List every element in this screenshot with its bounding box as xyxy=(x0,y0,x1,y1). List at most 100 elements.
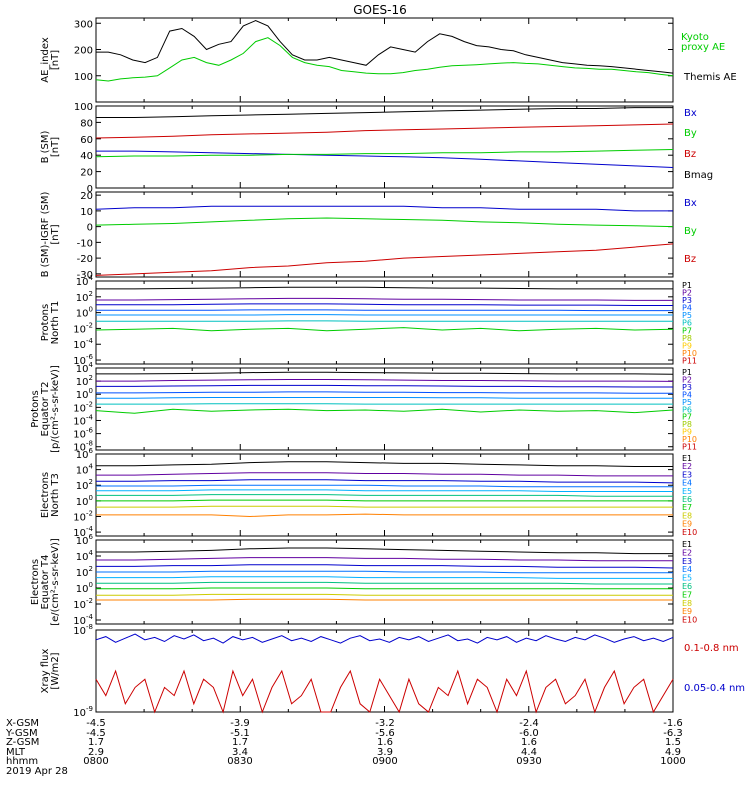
y-tick-label: 80 xyxy=(80,118,93,129)
channel-legend-label: E1 xyxy=(682,540,692,549)
y-axis-label: Protons xyxy=(40,304,51,341)
series-line-p1 xyxy=(96,371,674,375)
channel-legend-label: E8 xyxy=(682,599,692,608)
y-axis-label: [p/(cm²-s-sr-keV)] xyxy=(50,365,61,453)
channel-legend-label: P7 xyxy=(682,326,692,335)
y-tick-label: -10 xyxy=(77,238,93,249)
channel-legend-label: E10 xyxy=(682,528,697,537)
info-row-value: 2.9 xyxy=(88,746,104,758)
y-tick-label: 104 xyxy=(76,361,94,375)
info-row-value: 1.5 xyxy=(665,737,681,749)
y-axis-label: AE_index xyxy=(40,37,51,83)
info-row-value: 1000 xyxy=(660,756,686,768)
channel-legend-label: E3 xyxy=(682,557,692,566)
info-row-value: 0800 xyxy=(83,756,109,768)
y-axis-label: Equator T2 xyxy=(40,382,51,437)
channel-legend-label: P4 xyxy=(682,304,692,313)
series-legend-label: Bz xyxy=(684,149,696,160)
series-line-p4 xyxy=(96,391,673,394)
channel-legend-label: E2 xyxy=(682,548,692,557)
channel-legend-label: E3 xyxy=(682,470,692,479)
info-row-value: 1.6 xyxy=(377,737,393,749)
series-line-e8 xyxy=(96,593,673,596)
y-axis-label: North T1 xyxy=(50,301,61,345)
y-tick-label: 0 xyxy=(87,223,93,234)
series-line-e5 xyxy=(96,576,673,579)
channel-legend-label: E6 xyxy=(682,582,692,591)
channel-legend-label: E9 xyxy=(682,607,692,616)
series-line-e8 xyxy=(96,505,673,508)
y-tick-label: 0 xyxy=(87,184,93,195)
channel-legend-label: P1 xyxy=(682,368,692,377)
channel-legend-label: P1 xyxy=(682,281,692,290)
channel-legend-label: E1 xyxy=(682,454,692,463)
info-row: MLT 2.9 3.4 3.9 4.4 4.9 xyxy=(6,746,746,758)
series-line-themis-ae xyxy=(96,20,674,74)
series-line-p3 xyxy=(96,384,673,388)
date-label: 2019 Apr 28 xyxy=(6,765,68,777)
channel-legend-label: P5 xyxy=(682,398,692,407)
info-row: X-GSM -4.5 -3.9 -3.2 -2.4 -1.6 xyxy=(6,719,746,729)
y-tick-label: 106 xyxy=(76,533,94,547)
info-row-value: -6.3 xyxy=(663,727,683,739)
series-line-e7 xyxy=(96,587,673,590)
info-row-value: 4.9 xyxy=(665,746,681,758)
info-row-value: 3.9 xyxy=(377,746,393,758)
y-axis-label: Xray flux xyxy=(40,649,51,694)
series-line-p2 xyxy=(96,379,674,382)
series-line-e1 xyxy=(96,547,673,555)
channel-legend-label: P3 xyxy=(682,383,692,392)
info-row: hhmm 0800 0830 0900 0930 1000 xyxy=(6,757,746,767)
channel-legend-label: P7 xyxy=(682,413,692,422)
series-line-e9 xyxy=(96,513,673,518)
info-row-label: hhmm xyxy=(6,756,39,768)
y-tick-label: 10-4 xyxy=(73,413,93,427)
channel-legend-label: P11 xyxy=(682,356,697,365)
info-row-label: Z-GSM xyxy=(6,737,40,749)
y-tick-label: 10-9 xyxy=(73,705,93,719)
info-row-value: 1.7 xyxy=(88,737,104,749)
info-row-label: X-GSM xyxy=(6,718,40,729)
y-tick-label: 100 xyxy=(76,306,93,320)
channel-legend-label: P4 xyxy=(682,390,692,399)
y-tick-label: 60 xyxy=(80,135,93,146)
y-axis-label: Protons xyxy=(30,390,41,427)
series-line-e3 xyxy=(96,564,674,569)
info-row-value: -6.0 xyxy=(519,727,539,739)
channel-legend-label: P3 xyxy=(682,296,692,305)
series-legend-label: Bx xyxy=(684,198,697,209)
y-tick-label: 10-4 xyxy=(73,337,93,351)
channel-legend-label: E8 xyxy=(682,511,692,520)
info-row-value: 0930 xyxy=(516,756,542,768)
series-line-e4 xyxy=(96,484,673,488)
info-row-value: -3.9 xyxy=(230,718,250,729)
y-axis-label: [W/m2] xyxy=(50,652,61,689)
y-tick-label: 100 xyxy=(74,72,93,83)
channel-legend-label: E5 xyxy=(682,487,692,496)
channel-legend-label: P6 xyxy=(682,405,692,414)
y-tick-label: -20 xyxy=(77,254,93,265)
channel-legend-label: P6 xyxy=(682,319,692,328)
channel-legend-label: E7 xyxy=(682,503,692,512)
y-tick-label: 10-6 xyxy=(73,427,93,441)
y-tick-label: 10-8 xyxy=(73,623,93,637)
series-line-bz xyxy=(95,243,674,276)
channel-legend-label: E9 xyxy=(682,520,692,529)
y-tick-label: 102 xyxy=(76,290,93,304)
y-tick-label: 40 xyxy=(80,151,93,162)
info-row-value: 3.4 xyxy=(232,746,248,758)
y-axis-label: [e/(cm²-s-sr-keV)] xyxy=(50,538,61,626)
panel-frame xyxy=(95,105,674,189)
channel-legend-label: P2 xyxy=(682,375,692,384)
y-tick-label: 102 xyxy=(76,565,93,579)
y-tick-label: 104 xyxy=(76,549,94,563)
info-row-value: -5.1 xyxy=(230,727,250,739)
y-tick-label: 10-2 xyxy=(73,509,93,523)
series-line-p1 xyxy=(96,286,673,290)
series-line-p7 xyxy=(95,408,674,414)
y-tick-label: 106 xyxy=(76,447,94,461)
info-row-label: Y-GSM xyxy=(6,727,38,739)
panel-3: -30 -20 -10 0 10 20 B (SM)-IGRF (SM) [nT] Bx By Bz xyxy=(40,191,697,281)
